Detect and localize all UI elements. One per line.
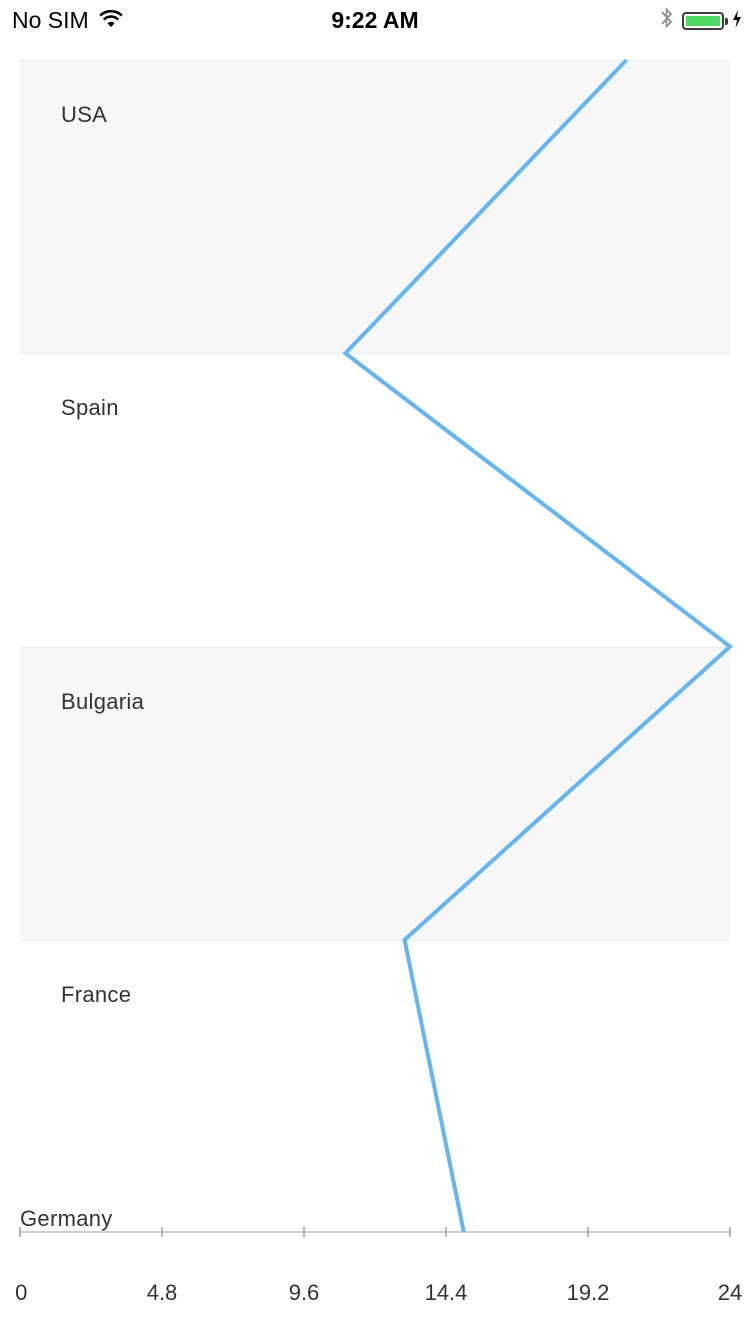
category-band [20, 60, 730, 354]
category-band [20, 939, 730, 1232]
band-divider [20, 353, 730, 355]
status-left: No SIM [12, 7, 123, 34]
x-tick-label: 24 [717, 1280, 743, 1305]
category-label: France [61, 981, 132, 1007]
bluetooth-icon [660, 6, 674, 36]
x-tick-label: 19.2 [566, 1280, 610, 1305]
wifi-icon [98, 7, 123, 34]
band-divider [20, 60, 730, 61]
band-divider [20, 646, 730, 648]
category-label: Bulgaria [61, 688, 145, 714]
band-divider [20, 939, 730, 941]
x-tick-label: 14.4 [424, 1280, 468, 1305]
category-label: Spain [61, 395, 119, 421]
x-tick-label: 9.6 [288, 1280, 320, 1305]
charging-icon [732, 8, 742, 35]
battery-fill [686, 16, 720, 26]
battery-tip [725, 18, 728, 25]
status-time: 9:22 AM [331, 7, 419, 33]
status-right [660, 6, 742, 36]
battery-icon [682, 12, 728, 30]
x-tick-label: 0 [15, 1280, 28, 1305]
category-label: USA [61, 102, 108, 127]
carrier-label: No SIM [12, 7, 89, 33]
x-tick-label: 4.8 [146, 1280, 178, 1305]
series-line [342, 58, 734, 1233]
category-band [20, 646, 730, 940]
category-band [20, 353, 730, 647]
category-label: Germany [20, 1206, 113, 1231]
status-bar: No SIM 9:22 AM [0, 0, 750, 40]
